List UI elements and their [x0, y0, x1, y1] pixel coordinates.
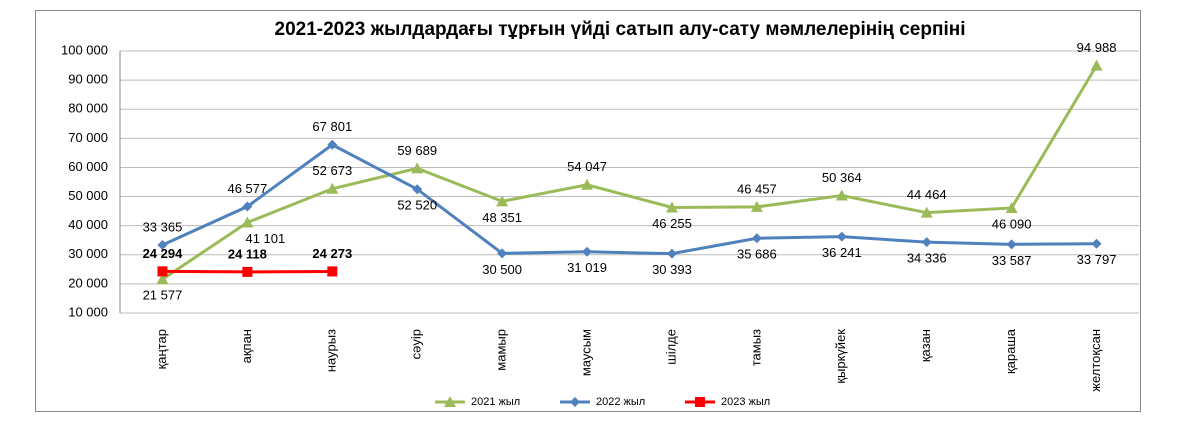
x-tick-label: ақпан	[239, 329, 254, 363]
x-tick-label: қазан	[918, 329, 933, 362]
marker	[241, 216, 254, 228]
data-label: 33 587	[992, 253, 1032, 268]
legend-marker	[444, 396, 456, 407]
data-label: 59 689	[397, 143, 437, 158]
y-tick-label: 60 000	[68, 159, 108, 174]
x-tick-label: желтоқсан	[1088, 329, 1103, 392]
data-label: 52 673	[312, 163, 352, 178]
data-label: 35 686	[737, 247, 777, 262]
y-tick-label: 80 000	[68, 101, 108, 116]
data-label: 44 464	[907, 187, 947, 202]
marker	[242, 201, 253, 212]
legend-label: 2021 жыл	[471, 396, 520, 408]
x-tick-label: шілде	[663, 329, 678, 365]
data-label: 24 118	[228, 246, 267, 261]
series-line	[161, 64, 1098, 281]
marker	[1005, 201, 1018, 213]
data-label: 34 336	[907, 251, 947, 266]
data-label: 94 988	[1077, 40, 1117, 55]
data-label: 33 797	[1077, 252, 1117, 267]
series-line	[161, 142, 1097, 256]
y-tick-label: 90 000	[68, 72, 108, 87]
data-label: 30 393	[652, 262, 692, 277]
x-tick-label: маусым	[578, 329, 593, 376]
data-label: 46 090	[992, 216, 1032, 231]
data-label: 36 241	[822, 245, 862, 260]
y-tick-label: 10 000	[68, 304, 108, 319]
y-tick-label: 40 000	[68, 217, 108, 232]
x-tick-label: қараша	[1003, 328, 1018, 374]
marker	[327, 266, 338, 277]
marker	[665, 201, 678, 213]
legend-marker	[695, 397, 705, 407]
data-label: 41 101	[245, 231, 285, 246]
marker	[327, 139, 338, 150]
data-label: 21 577	[143, 288, 183, 303]
data-label: 24 273	[312, 246, 352, 261]
marker	[1091, 238, 1102, 249]
y-tick-label: 70 000	[68, 130, 108, 145]
data-label: 50 364	[822, 170, 862, 185]
marker	[750, 200, 763, 212]
data-label: 31 019	[567, 260, 607, 275]
data-label: 52 520	[397, 198, 437, 213]
chart-title: 2021-2023 жылдардағы тұрғын үйді сатып а…	[275, 19, 966, 40]
x-tick-label: қыркүйек	[833, 329, 848, 384]
x-tick-label: мамыр	[494, 329, 509, 371]
data-label: 48 351	[482, 210, 522, 225]
data-label: 54 047	[567, 159, 607, 174]
x-tick-label: қаңтар	[154, 329, 169, 369]
marker	[581, 178, 594, 190]
marker	[157, 266, 168, 277]
marker	[156, 273, 169, 285]
data-label: 30 500	[482, 262, 522, 277]
marker	[836, 231, 847, 242]
y-tick-label: 30 000	[68, 246, 108, 261]
legend-label: 2023 жыл	[721, 396, 770, 408]
marker	[1090, 59, 1103, 71]
marker	[920, 206, 933, 218]
data-label: 33 365	[143, 219, 183, 234]
data-label: 67 801	[312, 119, 352, 134]
data-label: 46 255	[652, 216, 692, 231]
marker	[412, 184, 423, 195]
legend-label: 2022 жыл	[596, 396, 645, 408]
data-label: 46 577	[227, 181, 267, 196]
y-tick-label: 100 000	[61, 42, 108, 57]
marker	[157, 239, 168, 250]
data-label: 24 294	[143, 246, 184, 261]
marker	[242, 266, 253, 277]
y-tick-label: 50 000	[68, 188, 108, 203]
marker	[582, 246, 593, 257]
marker	[1006, 239, 1017, 250]
marker	[751, 233, 762, 244]
x-tick-label: наурыз	[324, 329, 339, 372]
x-tick-label: сәуір	[409, 329, 424, 359]
marker	[835, 189, 848, 201]
legend-marker	[570, 397, 580, 407]
data-label: 46 457	[737, 181, 777, 196]
marker	[496, 195, 509, 207]
marker	[326, 182, 339, 194]
marker	[497, 248, 508, 259]
x-tick-label: тамыз	[748, 329, 763, 366]
marker	[921, 237, 932, 248]
marker	[666, 248, 677, 259]
marker	[411, 162, 424, 174]
y-tick-label: 20 000	[68, 275, 108, 290]
